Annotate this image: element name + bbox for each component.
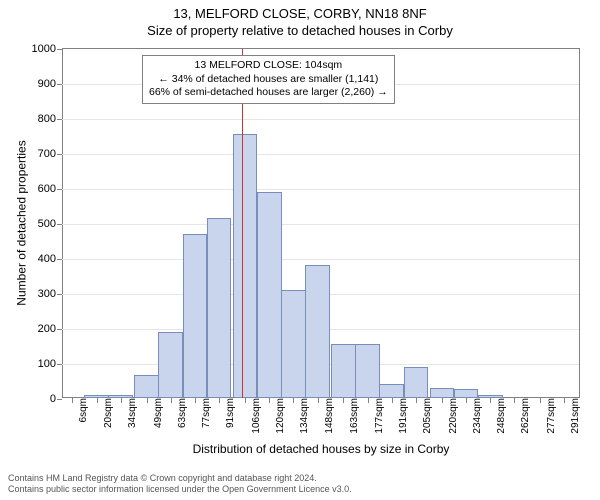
annotation-line: 13 MELFORD CLOSE: 104sqm bbox=[149, 59, 388, 73]
x-tick-label: 205sqm bbox=[420, 398, 433, 434]
x-tick-mark bbox=[121, 398, 122, 403]
histogram-bar bbox=[404, 367, 429, 399]
x-tick-label: 148sqm bbox=[322, 398, 335, 434]
x-tick-label: 163sqm bbox=[347, 398, 360, 434]
x-tick-mark bbox=[392, 398, 393, 403]
page-subtitle: Size of property relative to detached ho… bbox=[0, 21, 600, 44]
annotation-line: 66% of semi-detached houses are larger (… bbox=[149, 86, 388, 100]
histogram-bar bbox=[257, 192, 282, 399]
x-tick-label: 134sqm bbox=[297, 398, 310, 434]
annotation-box: 13 MELFORD CLOSE: 104sqm← 34% of detache… bbox=[142, 55, 395, 104]
histogram-bar bbox=[281, 290, 306, 399]
histogram-bar bbox=[454, 389, 479, 398]
y-tick-label: 0 bbox=[14, 393, 62, 405]
y-tick-label: 300 bbox=[14, 288, 62, 300]
histogram-bar bbox=[134, 375, 159, 398]
y-tick-label: 200 bbox=[14, 323, 62, 335]
y-tick-label: 800 bbox=[14, 113, 62, 125]
gridline bbox=[62, 189, 579, 190]
y-tick-label: 600 bbox=[14, 183, 62, 195]
x-tick-label: 20sqm bbox=[101, 398, 114, 428]
x-tick-label: 191sqm bbox=[396, 398, 409, 434]
x-tick-label: 277sqm bbox=[544, 398, 557, 434]
histogram-bar bbox=[331, 344, 356, 398]
gridline bbox=[62, 224, 579, 225]
x-tick-mark bbox=[442, 398, 443, 403]
x-tick-label: 177sqm bbox=[372, 398, 385, 434]
x-tick-label: 91sqm bbox=[223, 398, 236, 428]
x-axis-label: Distribution of detached houses by size … bbox=[62, 442, 580, 456]
x-tick-mark bbox=[97, 398, 98, 403]
gridline bbox=[62, 259, 579, 260]
x-tick-label: 120sqm bbox=[273, 398, 286, 434]
gridline bbox=[62, 119, 579, 120]
x-tick-mark bbox=[269, 398, 270, 403]
x-tick-mark bbox=[195, 398, 196, 403]
histogram-bar bbox=[233, 134, 258, 398]
x-tick-label: 63sqm bbox=[175, 398, 188, 428]
footer-attribution: Contains HM Land Registry data © Crown c… bbox=[8, 473, 352, 496]
x-tick-label: 291sqm bbox=[568, 398, 581, 434]
x-tick-mark bbox=[219, 398, 220, 403]
gridline bbox=[62, 154, 579, 155]
y-tick-label: 1000 bbox=[14, 43, 62, 55]
x-tick-mark bbox=[318, 398, 319, 403]
x-tick-label: 262sqm bbox=[518, 398, 531, 434]
x-tick-label: 77sqm bbox=[199, 398, 212, 428]
x-tick-mark bbox=[540, 398, 541, 403]
histogram-bar bbox=[158, 332, 183, 399]
histogram-chart: 010020030040050060070080090010006sqm20sq… bbox=[62, 48, 580, 398]
x-tick-mark bbox=[245, 398, 246, 403]
y-tick-label: 100 bbox=[14, 358, 62, 370]
x-tick-mark bbox=[171, 398, 172, 403]
footer-line-1: Contains HM Land Registry data © Crown c… bbox=[8, 473, 352, 485]
histogram-bar bbox=[430, 388, 455, 399]
histogram-bar bbox=[183, 234, 208, 399]
x-tick-label: 220sqm bbox=[446, 398, 459, 434]
x-tick-label: 106sqm bbox=[249, 398, 262, 434]
x-tick-label: 6sqm bbox=[76, 398, 89, 422]
x-tick-label: 34sqm bbox=[125, 398, 138, 428]
footer-line-2: Contains public sector information licen… bbox=[8, 484, 352, 496]
x-tick-mark bbox=[490, 398, 491, 403]
x-tick-mark bbox=[368, 398, 369, 403]
x-tick-mark bbox=[147, 398, 148, 403]
x-tick-label: 49sqm bbox=[151, 398, 164, 428]
x-tick-mark bbox=[564, 398, 565, 403]
y-tick-label: 700 bbox=[14, 148, 62, 160]
x-tick-label: 248sqm bbox=[494, 398, 507, 434]
x-tick-mark bbox=[293, 398, 294, 403]
page-title: 13, MELFORD CLOSE, CORBY, NN18 8NF bbox=[0, 0, 600, 21]
x-tick-mark bbox=[72, 398, 73, 403]
x-tick-label: 234sqm bbox=[470, 398, 483, 434]
y-tick-label: 400 bbox=[14, 253, 62, 265]
x-tick-mark bbox=[343, 398, 344, 403]
histogram-bar bbox=[305, 265, 330, 398]
annotation-line: ← 34% of detached houses are smaller (1,… bbox=[149, 73, 388, 87]
x-tick-mark bbox=[416, 398, 417, 403]
y-tick-label: 900 bbox=[14, 78, 62, 90]
x-tick-mark bbox=[466, 398, 467, 403]
histogram-bar bbox=[207, 218, 232, 398]
histogram-bar bbox=[355, 344, 380, 398]
x-tick-mark bbox=[514, 398, 515, 403]
y-tick-label: 500 bbox=[14, 218, 62, 230]
histogram-bar bbox=[379, 384, 404, 398]
